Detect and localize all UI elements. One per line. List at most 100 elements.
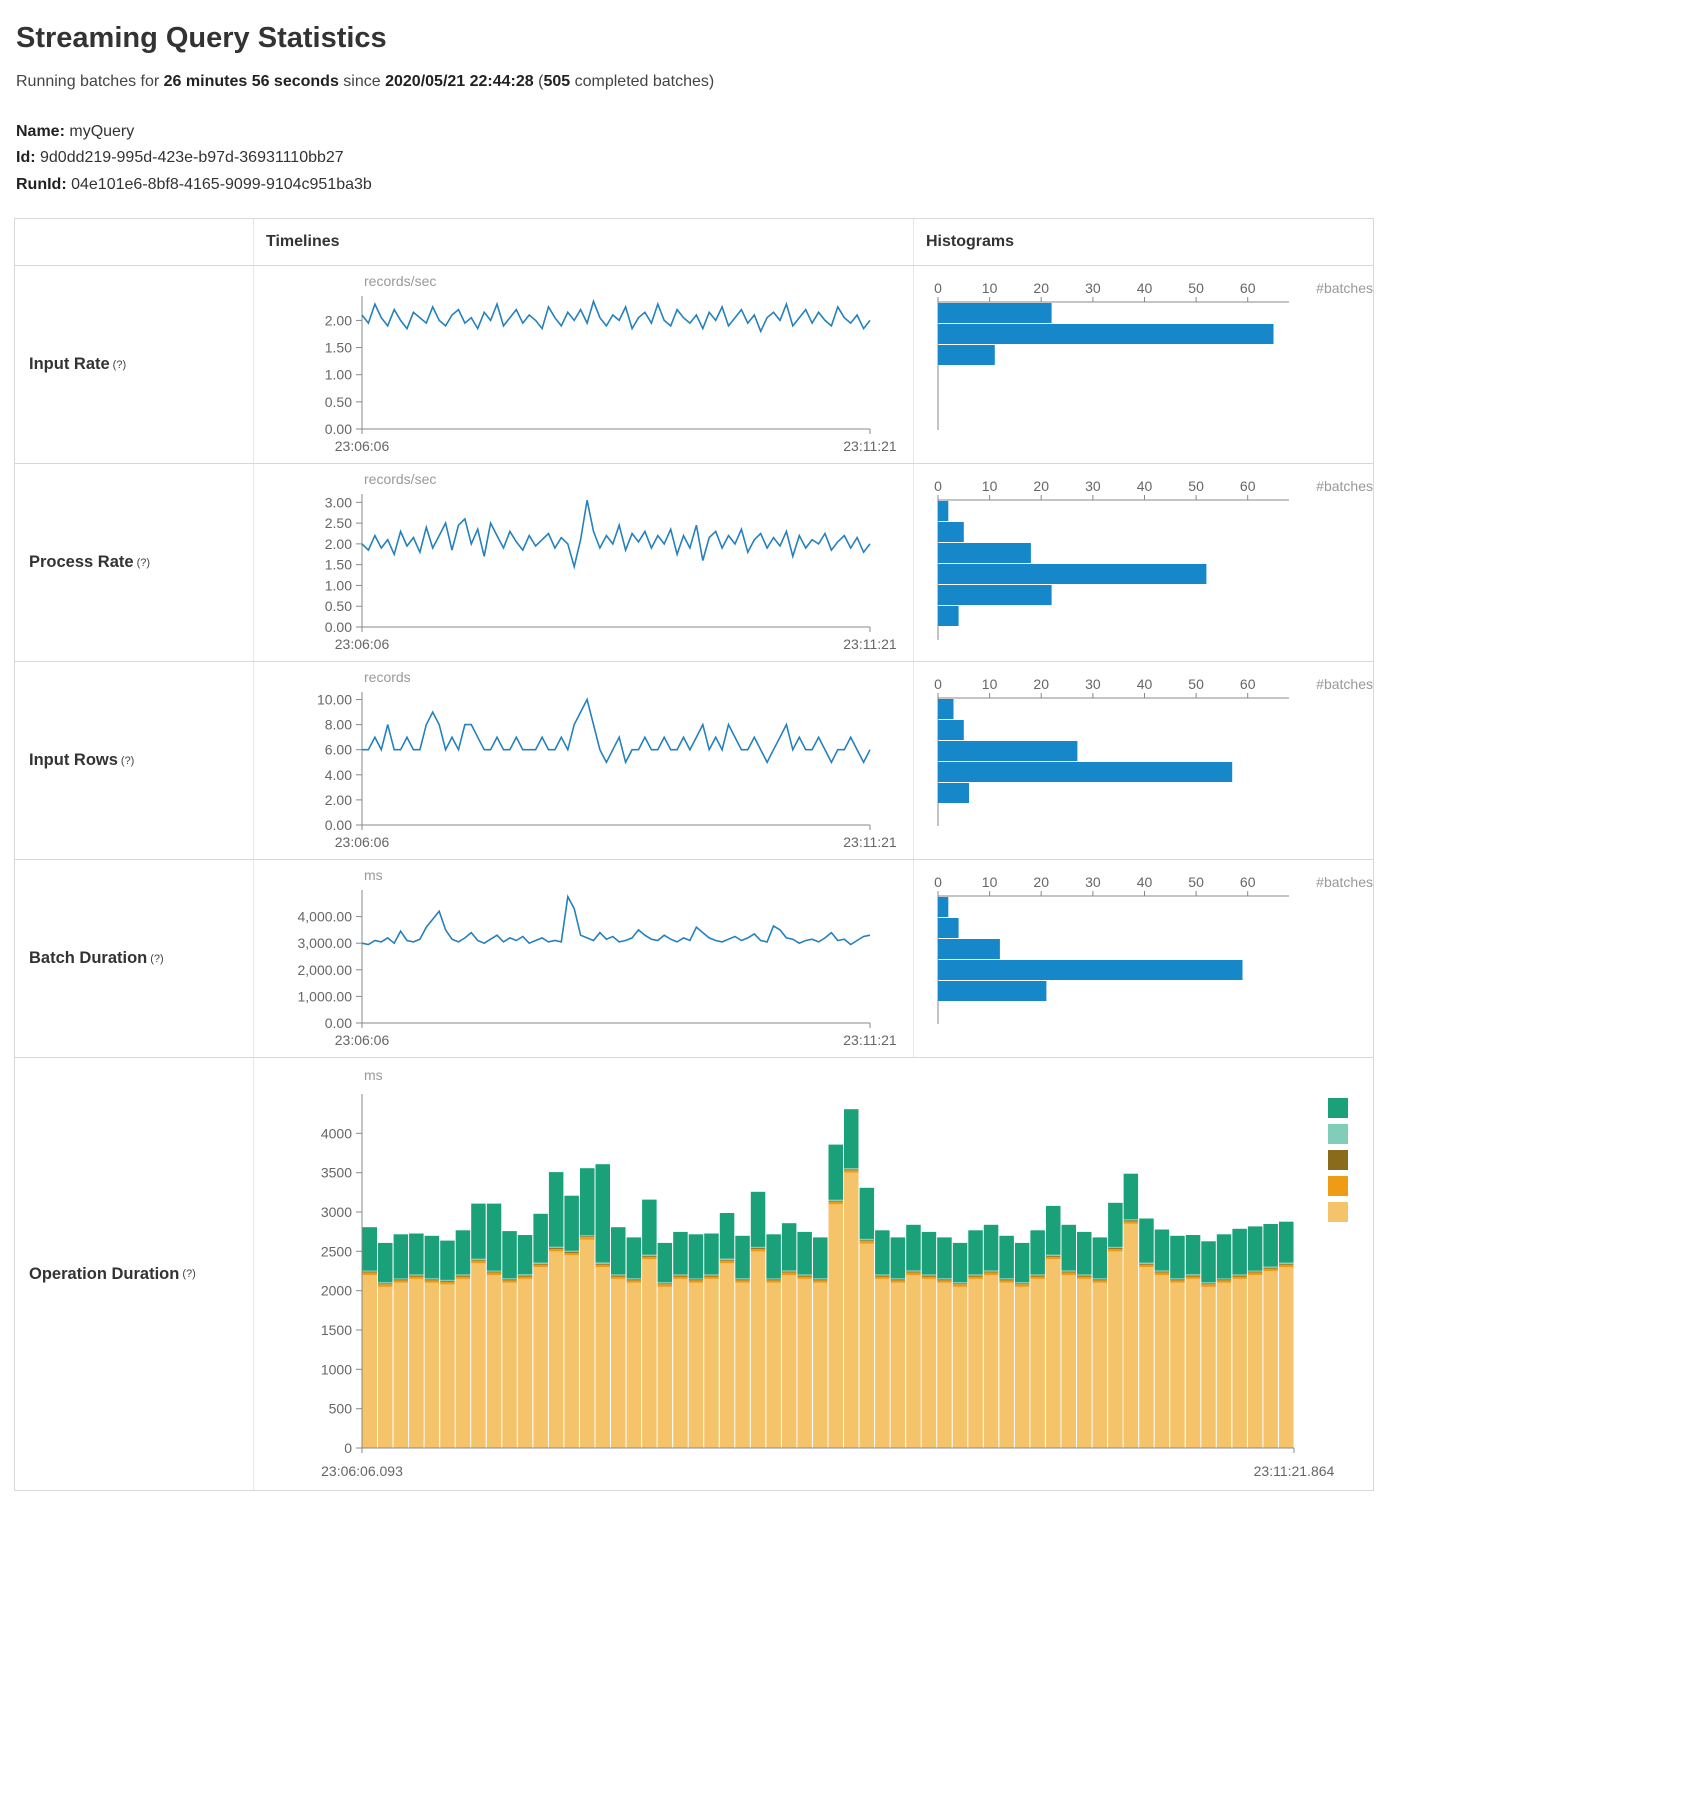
svg-text:20: 20 <box>1033 478 1049 494</box>
input-rows-timeline-chart: records 0.00 2.00 4.00 6.00 8.00 10.00 23:06:06… <box>262 668 905 853</box>
svg-text:2.50: 2.50 <box>325 515 352 531</box>
svg-text:2.00: 2.00 <box>325 536 352 552</box>
svg-text:2,000.00: 2,000.00 <box>298 962 353 978</box>
svg-text:2.00: 2.00 <box>325 313 352 329</box>
svg-text:10.00: 10.00 <box>317 692 352 708</box>
svg-text:8.00: 8.00 <box>325 717 352 733</box>
since-word: since <box>343 73 381 90</box>
process-rate-label: Process Rate <box>29 553 134 572</box>
name-label: Name: <box>16 123 65 140</box>
svg-text:23:06:06: 23:06:06 <box>335 636 390 652</box>
svg-text:1.00: 1.00 <box>325 367 352 383</box>
svg-text:#batches: #batches <box>1316 280 1373 296</box>
svg-text:6.00: 6.00 <box>325 742 352 758</box>
svg-text:30: 30 <box>1085 478 1101 494</box>
process-rate-timeline-chart: records/sec 0.00 0.50 1.00 1.50 2.00 2.50 3.00 2… <box>262 470 905 655</box>
batch-duration-row: Batch Duration (?) ms 0.00 1,000.00 2,000.00… <box>15 859 1373 1058</box>
svg-text:23:11:21: 23:11:21 <box>843 1032 897 1048</box>
running-duration: 26 minutes 56 seconds <box>163 73 339 90</box>
svg-text:23:11:21: 23:11:21 <box>843 834 897 850</box>
svg-text:3,000.00: 3,000.00 <box>298 935 353 951</box>
process-rate-row: Process Rate (?) records/sec 0.00 0.50 1.00 1… <box>15 463 1373 662</box>
svg-text:1500: 1500 <box>321 1322 352 1338</box>
svg-text:23:11:21: 23:11:21 <box>843 636 897 652</box>
paren: ( <box>538 73 544 90</box>
svg-text:40: 40 <box>1137 280 1153 296</box>
svg-text:0: 0 <box>934 874 942 890</box>
input-rate-histogram-chart: 0 10 20 30 40 50 60 #batches <box>922 272 1377 457</box>
svg-text:records: records <box>364 669 411 685</box>
svg-text:0.00: 0.00 <box>325 619 352 635</box>
process-rate-histogram-chart: 0 10 20 30 40 50 60 #batches <box>922 470 1377 655</box>
operation-duration-row: Operation Duration (?) ms 0 500 1000 1500 2000… <box>15 1057 1373 1491</box>
id-label: Id: <box>16 149 36 167</box>
svg-text:23:06:06: 23:06:06 <box>335 438 390 454</box>
svg-text:0: 0 <box>934 478 942 494</box>
operation-duration-label: Operation Duration <box>29 1264 180 1283</box>
svg-text:500: 500 <box>329 1401 353 1417</box>
running-prefix: Running batches for <box>16 73 160 90</box>
query-info: Name: myQuery Id: 9d0dd219-995d-423e-b97… <box>16 119 1679 198</box>
batch-duration-timeline-cell: ms 0.00 1,000.00 2,000.00 3,000.00 4,000.00 23… <box>253 860 913 1058</box>
input-rows-label: Input Rows <box>29 751 118 770</box>
svg-text:0: 0 <box>344 1440 352 1456</box>
input-rate-label-cell: Input Rate (?) <box>15 266 253 463</box>
svg-text:20: 20 <box>1033 280 1049 296</box>
query-runid: 04e101e6-8bf8-4165-9099-9104c951ba3b <box>71 175 372 193</box>
svg-text:10: 10 <box>982 478 998 494</box>
svg-text:50: 50 <box>1188 676 1204 692</box>
batch-duration-label-cell: Batch Duration (?) <box>15 860 253 1057</box>
operation-duration-chart-cell: ms 0 500 1000 1500 2000 2500 3000 3500 4000 23:06:… <box>253 1058 1380 1491</box>
input-rate-timeline-chart: records/sec 0.00 0.50 1.00 1.50 2.00 23:06:06 2… <box>262 272 905 457</box>
help-icon[interactable]: (?) <box>112 358 127 371</box>
svg-text:1.50: 1.50 <box>325 340 352 356</box>
svg-text:3500: 3500 <box>321 1165 352 1181</box>
empty-header-cell <box>15 219 253 265</box>
help-icon[interactable]: (?) <box>120 754 135 767</box>
table-header-row: Timelines Histograms <box>15 219 1373 266</box>
input-rate-histogram-cell: 0 10 20 30 40 50 60 #batches <box>913 266 1385 464</box>
svg-text:3000: 3000 <box>321 1204 352 1220</box>
svg-text:0.00: 0.00 <box>325 1015 352 1031</box>
statistics-table: Timelines Histograms Input Rate (?) recor… <box>14 218 1374 1492</box>
streaming-query-statistics-page: Streaming Query Statistics Running batch… <box>14 22 1679 1492</box>
running-summary: Running batches for 26 minutes 56 second… <box>16 73 1679 91</box>
help-icon[interactable]: (?) <box>150 952 164 965</box>
svg-text:0: 0 <box>934 280 942 296</box>
input-rate-row: Input Rate (?) records/sec 0.00 0.50 1.00 1.5… <box>15 265 1373 464</box>
svg-text:records/sec: records/sec <box>364 471 436 487</box>
svg-text:60: 60 <box>1240 874 1256 890</box>
svg-text:23:06:06: 23:06:06 <box>335 834 390 850</box>
svg-text:0: 0 <box>934 676 942 692</box>
svg-text:40: 40 <box>1137 676 1153 692</box>
svg-text:10: 10 <box>982 874 998 890</box>
svg-text:1000: 1000 <box>321 1361 352 1377</box>
query-name: myQuery <box>69 123 135 140</box>
svg-text:0.50: 0.50 <box>325 598 352 614</box>
svg-text:10: 10 <box>982 676 998 692</box>
svg-text:0.00: 0.00 <box>325 817 352 833</box>
help-icon[interactable]: (?) <box>182 1268 196 1281</box>
input-rows-timeline-cell: records 0.00 2.00 4.00 6.00 8.00 10.00 23:06:06… <box>253 662 913 860</box>
svg-text:20: 20 <box>1033 676 1049 692</box>
input-rate-timeline-cell: records/sec 0.00 0.50 1.00 1.50 2.00 23:06:06 2… <box>253 266 913 464</box>
svg-text:ms: ms <box>364 867 383 883</box>
svg-text:3.00: 3.00 <box>325 494 352 510</box>
help-icon[interactable]: (?) <box>136 556 151 569</box>
operation-duration-chart: ms 0 500 1000 1500 2000 2500 3000 3500 4000 23:06:… <box>262 1064 1372 1484</box>
completed-count: 505 <box>543 73 571 90</box>
process-rate-histogram-cell: 0 10 20 30 40 50 60 #batches <box>913 464 1385 662</box>
batch-duration-timeline-chart: ms 0.00 1,000.00 2,000.00 3,000.00 4,000.00 23… <box>262 866 905 1051</box>
input-rows-label-cell: Input Rows (?) <box>15 662 253 859</box>
start-time: 2020/05/21 22:44:28 <box>385 73 534 90</box>
runid-label: RunId: <box>16 175 67 193</box>
svg-text:1.00: 1.00 <box>325 578 352 594</box>
input-rows-histogram-cell: 0 10 20 30 40 50 60 #batches <box>913 662 1385 860</box>
svg-text:records/sec: records/sec <box>364 273 436 289</box>
input-rows-histogram-chart: 0 10 20 30 40 50 60 #batches <box>922 668 1377 853</box>
svg-text:1,000.00: 1,000.00 <box>298 989 353 1005</box>
svg-text:#batches: #batches <box>1316 676 1373 692</box>
svg-text:40: 40 <box>1137 478 1153 494</box>
completed-suffix: completed batches) <box>570 73 715 90</box>
svg-text:50: 50 <box>1188 280 1204 296</box>
